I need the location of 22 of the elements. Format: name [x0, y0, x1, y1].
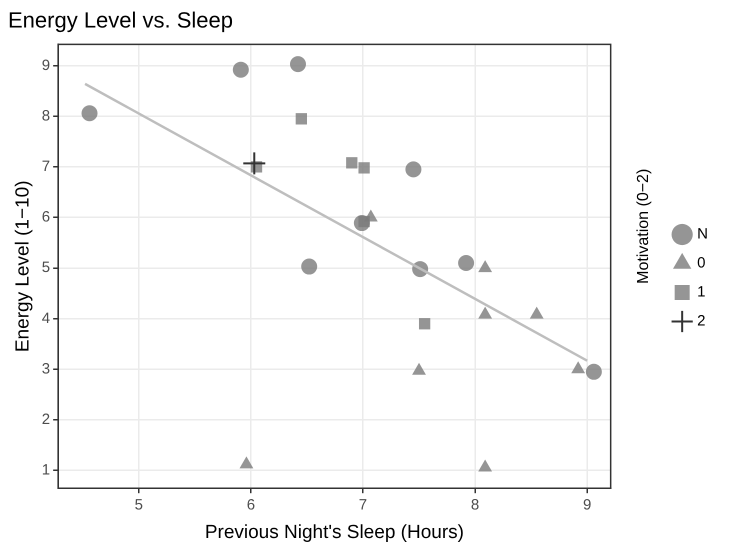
- y-tick-label: 8: [42, 107, 50, 124]
- x-tick-label: 7: [358, 496, 368, 514]
- y-tick-label: 1: [42, 462, 50, 479]
- y-tick-label: 2: [42, 411, 50, 428]
- x-tick-label: 6: [246, 496, 256, 514]
- y-axis-title: Energy Level (1−10): [12, 180, 34, 352]
- x-tick-label: 5: [134, 496, 144, 514]
- y-tick-label: 3: [42, 360, 50, 378]
- y-tick-label: 7: [42, 158, 50, 176]
- y-tick-label: 6: [42, 208, 50, 226]
- legend-title: Motivation (0−2): [635, 168, 652, 284]
- legend-label: 2: [697, 312, 706, 330]
- y-tick-label: 4: [42, 310, 50, 327]
- x-tick-label: 9: [582, 496, 592, 514]
- y-tick-label: 9: [42, 56, 50, 74]
- x-axis-title: Previous Night's Sleep (Hours): [204, 522, 464, 543]
- legend-label: 1: [697, 284, 706, 301]
- x-tick-label: 8: [470, 496, 480, 514]
- legend-label: 0: [697, 254, 706, 272]
- chart-title: Energy Level vs. Sleep: [8, 7, 234, 32]
- y-tick-label: 5: [42, 259, 50, 276]
- legend-label: N: [697, 226, 708, 243]
